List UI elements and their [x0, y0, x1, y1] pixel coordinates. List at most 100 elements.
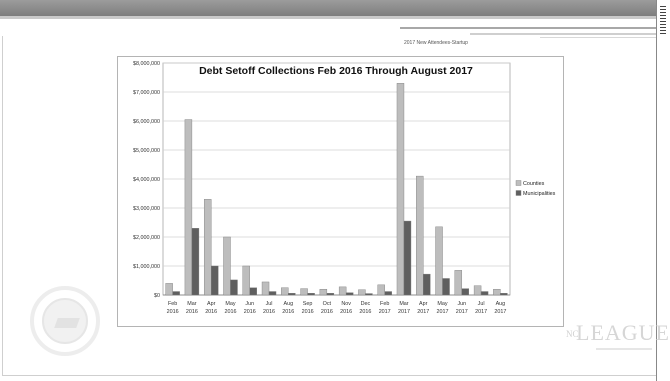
state-seal-logo [30, 286, 100, 356]
bar-counties [184, 119, 193, 296]
bar-municipalities [345, 292, 354, 296]
x-tick-label-month: Jul [478, 301, 485, 307]
bar-counties [396, 83, 405, 296]
bar-municipalities [268, 291, 277, 296]
y-tick-label: $0 [154, 293, 160, 299]
logo-tagline-line [596, 348, 652, 350]
x-tick-label-year: 2017 [398, 309, 410, 315]
bar-municipalities [191, 228, 200, 296]
bar-counties [454, 270, 463, 296]
bar-municipalities [423, 273, 431, 296]
x-tick-label-year: 2016 [340, 309, 352, 315]
bar-counties [377, 284, 385, 296]
bar-municipalities [461, 288, 470, 296]
x-tick-label-month: Jun [457, 301, 466, 307]
bar-counties [242, 265, 250, 296]
x-tick-label-month: Feb [380, 301, 389, 307]
bar-municipalities [230, 279, 238, 296]
y-tick-label: $7,000,000 [133, 90, 160, 96]
x-tick-label-month: Oct [323, 301, 332, 307]
x-tick-label-month: Jul [266, 301, 273, 307]
x-tick-label-year: 2016 [359, 309, 371, 315]
bar-counties [165, 283, 173, 296]
header-stripe [400, 27, 656, 29]
x-tick-label-year: 2016 [167, 309, 179, 315]
league-logo: NC LEAGUE [566, 318, 669, 362]
bar-municipalities [500, 293, 508, 296]
x-tick-label-year: 2016 [282, 309, 294, 315]
x-tick-label-month: May [225, 301, 235, 307]
bar-municipalities [288, 293, 296, 296]
x-tick-label-month: Jun [245, 301, 254, 307]
bar-counties [203, 199, 212, 296]
bar-counties [338, 286, 347, 296]
bar-counties [223, 236, 231, 296]
x-tick-label-month: Apr [207, 301, 216, 307]
x-tick-label-month: Dec [361, 301, 371, 307]
header-stripe [470, 33, 656, 35]
y-tick-label: $5,000,000 [133, 148, 160, 154]
bar-counties [416, 175, 424, 296]
x-tick-label-month: Feb [168, 301, 177, 307]
x-tick-label-month: Aug [496, 301, 506, 307]
legend-swatch-municipalities [515, 190, 522, 196]
x-tick-label-month: Aug [284, 301, 294, 307]
slide-border-left [2, 36, 3, 376]
seal-inner [42, 298, 88, 344]
y-tick-label: $4,000,000 [133, 177, 160, 183]
x-tick-label-year: 2016 [321, 309, 333, 315]
y-tick-label: $6,000,000 [133, 119, 160, 125]
bar-municipalities [210, 265, 219, 296]
bar-municipalities [403, 220, 412, 296]
header-banner [0, 0, 656, 16]
chart-title: Debt Setoff Collections Feb 2016 Through… [199, 65, 473, 77]
bar-counties [300, 288, 308, 296]
bar-municipalities [384, 291, 392, 296]
bar-counties [281, 287, 289, 296]
y-tick-label: $8,000,000 [133, 61, 160, 67]
bar-counties [473, 285, 482, 296]
y-tick-label: $2,000,000 [133, 235, 160, 241]
x-tick-label-year: 2017 [417, 309, 429, 315]
logo-prefix: NC [566, 329, 579, 339]
logo-wordmark: LEAGUE [576, 320, 670, 345]
y-tick-label: $3,000,000 [133, 206, 160, 212]
bar-municipalities [365, 293, 373, 296]
bar-municipalities [326, 293, 335, 296]
window-scrollbar[interactable] [656, 0, 670, 381]
x-tick-label-year: 2016 [205, 309, 217, 315]
bar-counties [319, 288, 328, 296]
header-stripe [540, 37, 656, 38]
legend-label-municipalities: Municipalities [523, 191, 556, 197]
chart-container: $0 $1,000,000 $2,000,000 $3,000,000 $4,000,0… [117, 56, 564, 327]
slide-border-bottom [2, 375, 656, 376]
x-tick-label-month: Nov [341, 301, 351, 307]
x-tick-label-year: 2016 [224, 309, 236, 315]
x-tick-label-month: May [437, 301, 447, 307]
x-tick-label-year: 2017 [494, 309, 506, 315]
x-tick-label-year: 2017 [379, 309, 391, 315]
bar-municipalities [249, 287, 257, 296]
x-tick-label-year: 2016 [244, 309, 256, 315]
bar-counties [358, 289, 366, 296]
x-tick-label-year: 2016 [186, 309, 198, 315]
scrollbar-grip[interactable] [660, 6, 666, 36]
bar-chart: $0 $1,000,000 $2,000,000 $3,000,000 $4,000,0… [133, 61, 556, 315]
x-tick-label-year: 2016 [263, 309, 275, 315]
bar-counties [493, 288, 501, 296]
state-outline [54, 318, 80, 328]
legend-label-counties: Counties [523, 181, 545, 187]
bar-counties [261, 281, 270, 296]
slide-caption: 2017 New Attendees-Startup [404, 40, 468, 46]
header-stripe [0, 16, 656, 19]
bar-counties [435, 226, 443, 296]
x-tick-label-year: 2016 [302, 309, 314, 315]
x-tick-label-year: 2017 [437, 309, 449, 315]
bar-municipalities [307, 293, 315, 296]
x-tick-label-month: Sep [303, 301, 313, 307]
x-tick-label-month: Apr [419, 301, 428, 307]
bar-municipalities [480, 291, 489, 296]
y-tick-label: $1,000,000 [133, 264, 160, 270]
x-tick-label-year: 2017 [475, 309, 487, 315]
